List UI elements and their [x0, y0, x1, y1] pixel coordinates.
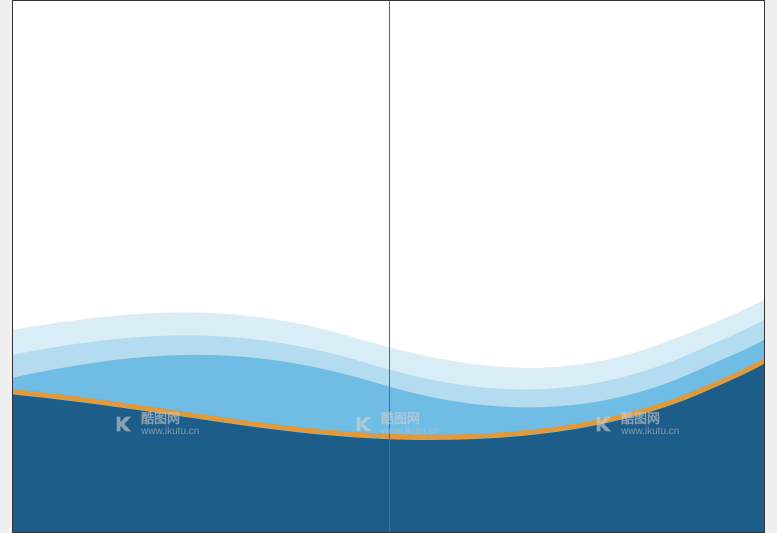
watermark-brand: 酷图网 — [141, 412, 199, 426]
watermark-right: 酷图网 www.ikutu.cn — [593, 412, 679, 437]
watermark-logo-icon — [113, 413, 135, 435]
fold-line — [389, 1, 390, 532]
watermark-logo-icon — [593, 413, 615, 435]
watermark-url: www.ikutu.cn — [621, 426, 679, 437]
watermark-text-group: 酷图网 www.ikutu.cn — [141, 412, 199, 437]
watermark-text-group: 酷图网 www.ikutu.cn — [621, 412, 679, 437]
watermark-logo-icon — [353, 413, 375, 435]
watermark-brand: 酷图网 — [621, 412, 679, 426]
watermark-url: www.ikutu.cn — [141, 426, 199, 437]
watermark-center: 酷图网 www.ikutu.cn — [353, 412, 439, 437]
watermark-url: www.ikutu.cn — [381, 426, 439, 437]
bifold-document: 酷图网 www.ikutu.cn 酷图网 www.ikutu.cn 酷图网 ww… — [12, 0, 765, 533]
watermark-left: 酷图网 www.ikutu.cn — [113, 412, 199, 437]
watermark-brand: 酷图网 — [381, 412, 439, 426]
watermark-text-group: 酷图网 www.ikutu.cn — [381, 412, 439, 437]
